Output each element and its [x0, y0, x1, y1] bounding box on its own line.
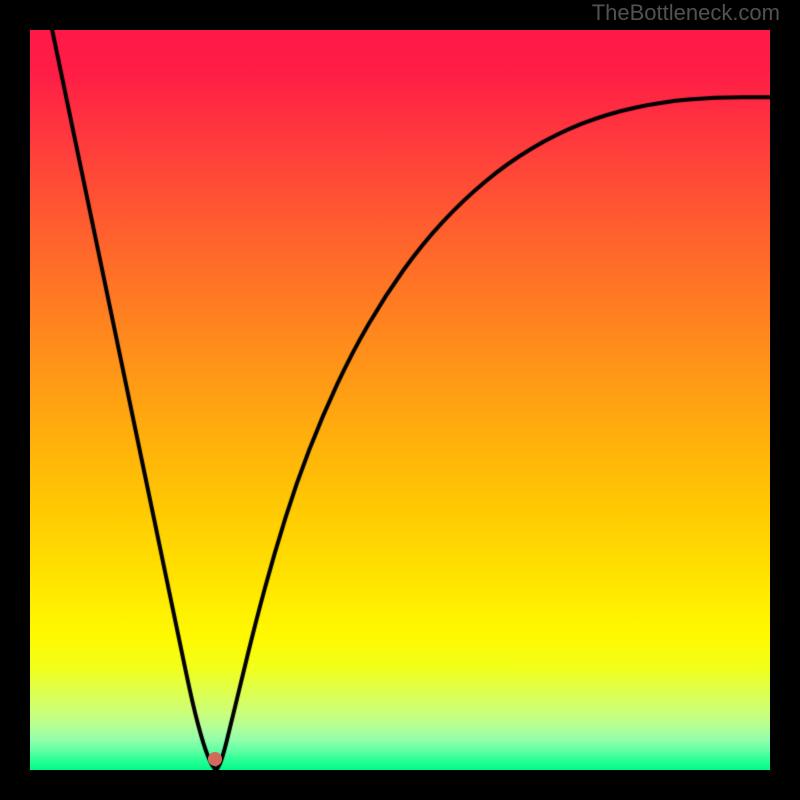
- figure-root: TheBottleneck.com: [0, 0, 800, 800]
- minimum-marker: [208, 752, 222, 766]
- bottleneck-curve: [30, 30, 770, 770]
- plot-area: [30, 30, 770, 770]
- watermark-text: TheBottleneck.com: [592, 0, 780, 26]
